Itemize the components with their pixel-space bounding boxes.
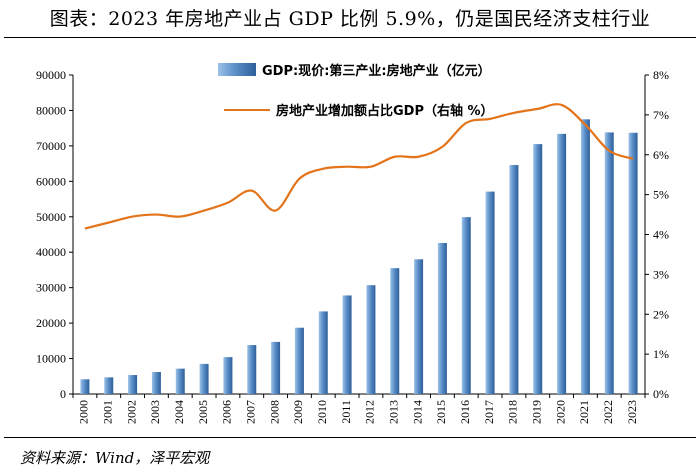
legend-bar-swatch (218, 63, 256, 76)
x-axis-tick-label: 2010 (315, 400, 329, 424)
chart-title: 图表：2023 年房地产业占 GDP 比例 5.9%，仍是国民经济支柱行业 (49, 8, 651, 30)
x-axis-tick-label: 2008 (267, 400, 281, 424)
right-axis-tick-label: 7% (653, 108, 669, 122)
x-axis-tick-label: 2020 (553, 400, 567, 424)
right-axis-tick-label: 8% (653, 68, 669, 82)
x-axis-tick-label: 2006 (220, 400, 234, 424)
bar (294, 327, 304, 394)
source-note: 资料来源：Wind，泽平宏观 (20, 449, 210, 467)
x-axis-tick-label: 2001 (101, 400, 115, 424)
left-axis-tick-label: 30000 (36, 281, 66, 295)
title-rule (4, 37, 696, 38)
x-axis-tick-label: 2007 (244, 400, 258, 424)
left-axis-tick-label: 90000 (36, 68, 66, 82)
chart-axes: 0 10000 20000 30000 40000 50000 60000 70000 8000… (36, 68, 669, 424)
x-axis-tick-label: 2019 (530, 400, 544, 424)
bar (151, 372, 161, 394)
x-axis-tick-label: 2021 (577, 400, 591, 424)
bar-series (80, 119, 638, 395)
right-axis-tick-label: 2% (653, 307, 669, 321)
legend-line-label: 房地产业增加额占比GDP（右轴 %） (276, 103, 494, 119)
bar (175, 368, 185, 394)
x-axis-tick-label: 2023 (625, 400, 639, 424)
left-axis-tick-label: 40000 (36, 245, 66, 259)
bar (128, 375, 138, 394)
x-axis-tick-label: 2011 (339, 400, 353, 424)
right-axis-tick-label: 4% (653, 228, 669, 242)
left-axis-tick-label: 50000 (36, 210, 66, 224)
x-axis-tick-label: 2022 (601, 400, 615, 424)
right-axis-tick-label: 3% (653, 267, 669, 281)
left-axis-tick-label: 20000 (36, 316, 66, 330)
footer-rule (4, 437, 696, 438)
bar (628, 132, 638, 394)
line-series (84, 103, 634, 230)
x-axis-tick-label: 2013 (387, 400, 401, 424)
bar (509, 165, 519, 394)
bar (80, 379, 90, 394)
x-axis-tick-label: 2012 (363, 400, 377, 424)
bar (223, 357, 233, 394)
left-axis-tick-label: 80000 (36, 103, 66, 117)
right-axis-tick-label: 0% (653, 387, 669, 401)
right-axis-tick-label: 6% (653, 148, 669, 162)
chart-area: 0 10000 20000 30000 40000 50000 60000 70000 8000… (36, 63, 669, 424)
right-axis-tick-label: 1% (653, 347, 669, 361)
bar (104, 377, 114, 394)
x-axis-tick-label: 2009 (291, 400, 305, 424)
bar (199, 363, 209, 394)
x-axis-tick-label: 2015 (434, 400, 448, 424)
x-axis-tick-label: 2018 (506, 400, 520, 424)
bar (271, 341, 281, 394)
x-axis-tick-label: 2014 (410, 400, 424, 424)
bar (485, 191, 495, 394)
x-axis-tick-label: 2016 (458, 400, 472, 424)
ratio-line (84, 103, 634, 230)
x-axis-tick-label: 2000 (77, 400, 91, 424)
bar (390, 268, 400, 394)
legend-bar-label: GDP:现价:第三产业:房地产业（亿元） (262, 63, 491, 79)
left-axis-tick-label: 70000 (36, 139, 66, 153)
bar (342, 295, 352, 394)
bar (580, 119, 590, 395)
x-axis-tick-label: 2017 (482, 400, 496, 424)
left-axis-tick-label: 60000 (36, 174, 66, 188)
bar (247, 345, 257, 394)
chart-legend: GDP:现价:第三产业:房地产业（亿元） 房地产业增加额占比GDP（右轴 %） (218, 63, 494, 119)
x-axis-tick-label: 2005 (196, 400, 210, 424)
left-axis-tick-label: 10000 (36, 352, 66, 366)
bar (437, 243, 447, 394)
x-axis-tick-label: 2003 (148, 400, 162, 424)
bar (557, 133, 567, 395)
x-axis-tick-label: 2002 (124, 400, 138, 424)
bar (318, 311, 328, 394)
bar (533, 144, 543, 394)
bar (461, 217, 471, 394)
bar (604, 132, 614, 395)
left-axis-tick-label: 0 (60, 387, 66, 401)
x-axis-tick-label: 2004 (172, 400, 186, 424)
right-axis-tick-label: 5% (653, 188, 669, 202)
bar (414, 259, 424, 394)
bar (366, 285, 376, 394)
